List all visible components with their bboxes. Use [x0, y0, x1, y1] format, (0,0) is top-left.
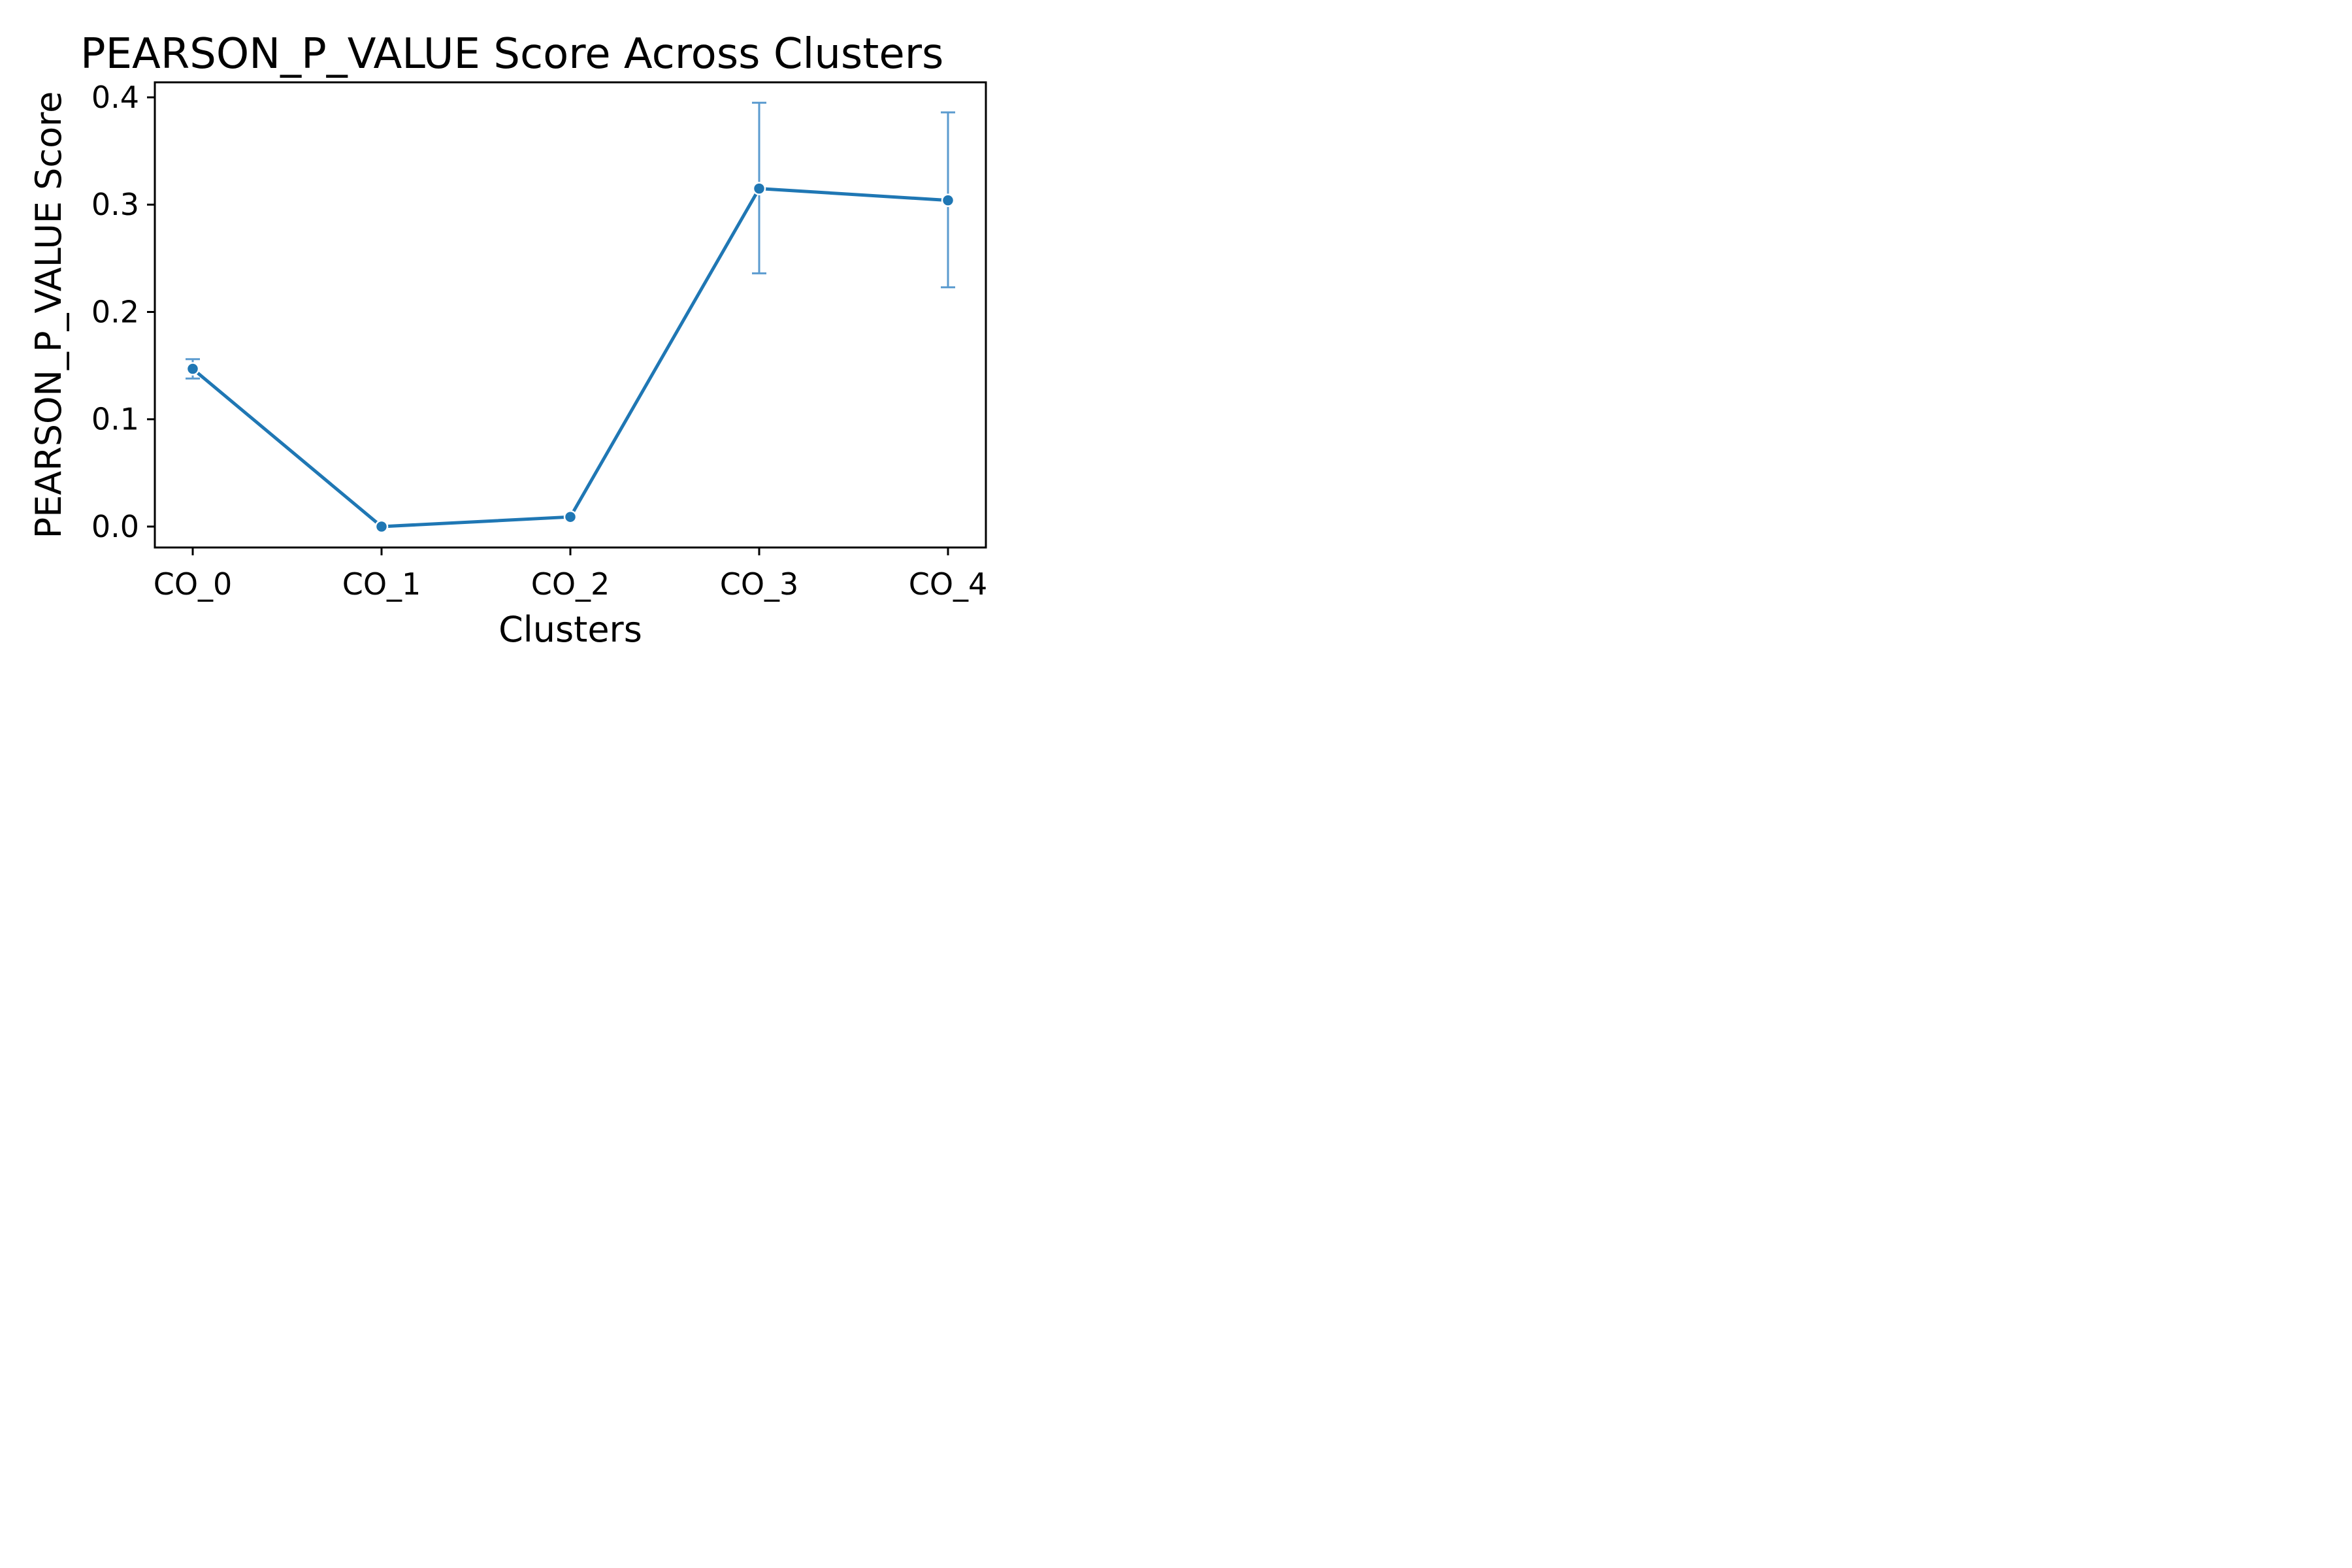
data-point [752, 182, 766, 195]
x-tick-label: CO_4 [909, 566, 988, 602]
y-tick-label: 0.0 [91, 509, 139, 544]
y-tick-label: 0.4 [91, 80, 139, 115]
plot-frame [154, 81, 987, 549]
x-tick-label: CO_2 [531, 566, 610, 602]
chart-title: PEARSON_P_VALUE Score Across Clusters [80, 30, 943, 78]
x-tick-label: CO_3 [720, 566, 799, 602]
data-point [186, 362, 200, 376]
y-tick-label: 0.2 [91, 294, 139, 329]
data-point [563, 510, 578, 524]
series-line-group [191, 187, 949, 529]
series-line [191, 187, 949, 529]
y-axis-ticks: 0.0 0.1 0.2 0.3 0.4 [91, 80, 155, 544]
error-bars [186, 101, 955, 380]
data-points [186, 182, 955, 534]
x-axis-ticks: CO_0 CO_1 CO_2 CO_3 CO_4 [154, 547, 988, 602]
chart: PEARSON_P_VALUE Score Across Clusters 0.… [28, 30, 988, 650]
data-point [941, 193, 955, 207]
y-tick-label: 0.1 [91, 402, 139, 437]
x-tick-label: CO_1 [342, 566, 421, 602]
x-axis-label: Clusters [498, 609, 642, 650]
data-point [374, 519, 389, 534]
x-tick-label: CO_0 [154, 566, 233, 602]
y-tick-label: 0.3 [91, 187, 139, 222]
y-axis-label: PEARSON_P_VALUE Score [28, 91, 69, 539]
